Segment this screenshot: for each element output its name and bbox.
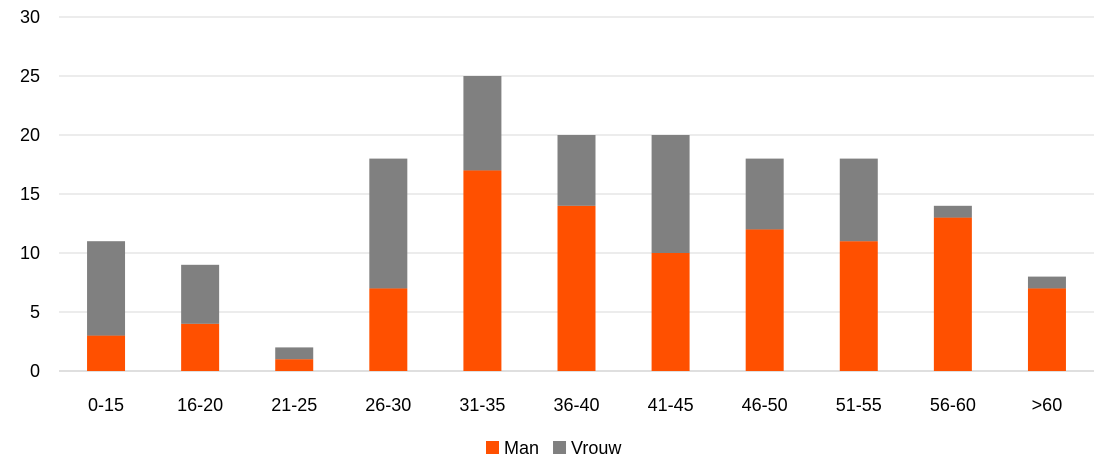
legend-swatch-vrouw — [553, 441, 567, 454]
x-tick-label: 51-55 — [836, 395, 882, 415]
bar-man — [87, 335, 126, 371]
x-tick-label: 21-25 — [271, 395, 317, 415]
x-tick-label: 16-20 — [177, 395, 223, 415]
x-tick-label: 0-15 — [88, 395, 124, 415]
x-axis: 0-15 16-20 21-25 26-30 31-35 36-40 41-45 46-50 5… — [88, 395, 1062, 415]
bar-vrouw — [839, 158, 878, 242]
y-tick-label: 30 — [20, 7, 40, 27]
y-tick-label: 25 — [20, 66, 40, 86]
bar-man — [839, 241, 878, 371]
legend: Man Vrouw — [486, 438, 622, 458]
bar-man — [745, 229, 784, 371]
y-tick-label: 5 — [30, 302, 40, 322]
bar-vrouw — [1027, 276, 1066, 289]
bars — [87, 76, 1066, 371]
y-tick-label: 0 — [30, 361, 40, 381]
legend-swatch-man — [486, 441, 499, 454]
bar-vrouw — [369, 158, 408, 289]
bar-vrouw — [745, 158, 784, 230]
y-tick-label: 15 — [20, 184, 40, 204]
bar-vrouw — [557, 135, 596, 206]
y-tick-label: 20 — [20, 125, 40, 145]
bar-man — [275, 359, 314, 371]
x-tick-label: 56-60 — [930, 395, 976, 415]
bar-vrouw — [87, 241, 126, 336]
x-tick-label: 26-30 — [365, 395, 411, 415]
bar-vrouw — [181, 264, 220, 324]
bar-vrouw — [651, 135, 690, 253]
legend-label-vrouw: Vrouw — [571, 438, 622, 458]
bar-vrouw — [933, 205, 972, 218]
x-tick-label: >60 — [1032, 395, 1063, 415]
x-tick-label: 36-40 — [553, 395, 599, 415]
bar-man — [1027, 288, 1066, 371]
bar-man — [933, 217, 972, 371]
bar-man — [463, 170, 502, 371]
bar-vrouw — [275, 347, 314, 360]
bar-vrouw — [463, 76, 502, 171]
y-axis: 0 5 10 15 20 25 30 — [20, 7, 40, 381]
bar-man — [557, 205, 596, 371]
y-tick-label: 10 — [20, 243, 40, 263]
x-tick-label: 31-35 — [459, 395, 505, 415]
x-tick-label: 41-45 — [648, 395, 694, 415]
bar-man — [651, 253, 690, 371]
x-tick-label: 46-50 — [742, 395, 788, 415]
bar-man — [369, 288, 408, 371]
bar-man — [181, 323, 220, 371]
legend-label-man: Man — [504, 438, 539, 458]
